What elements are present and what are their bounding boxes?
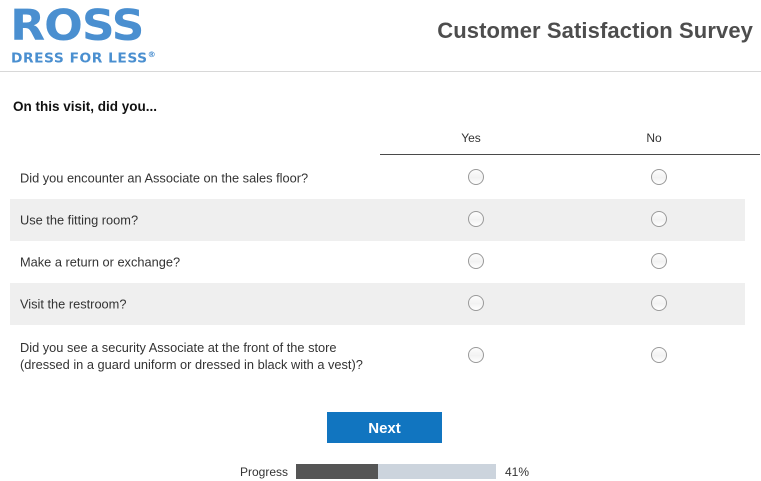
logo-tagline-text: DRESS FOR LESS bbox=[11, 50, 148, 67]
question-rows: Did you encounter an Associate on the sa… bbox=[0, 157, 761, 387]
registered-mark-icon: ® bbox=[147, 50, 157, 59]
radio-no-q5[interactable] bbox=[651, 347, 667, 363]
question-text: Make a return or exchange? bbox=[20, 254, 181, 270]
progress-percent: 41% bbox=[505, 464, 530, 479]
question-text: Did you encounter an Associate on the sa… bbox=[20, 170, 309, 186]
radio-cell-no[interactable] bbox=[644, 211, 674, 229]
radio-yes-q5[interactable] bbox=[468, 347, 484, 363]
column-header-no: No bbox=[646, 131, 662, 145]
radio-no-q4[interactable] bbox=[651, 295, 667, 311]
progress-bar bbox=[296, 464, 496, 479]
radio-cell-yes[interactable] bbox=[461, 253, 491, 271]
column-header-row: Yes No bbox=[0, 131, 761, 155]
next-button-container: Next bbox=[0, 412, 761, 443]
table-row: Did you see a security Associate at the … bbox=[10, 325, 745, 387]
radio-yes-q3[interactable] bbox=[468, 253, 484, 269]
question-text: Did you see a security Associate at the … bbox=[20, 340, 363, 372]
radio-yes-q4[interactable] bbox=[468, 295, 484, 311]
radio-cell-yes[interactable] bbox=[461, 347, 491, 365]
radio-cell-yes[interactable] bbox=[461, 169, 491, 187]
radio-no-q1[interactable] bbox=[651, 169, 667, 185]
radio-cell-no[interactable] bbox=[644, 169, 674, 187]
radio-cell-no[interactable] bbox=[644, 253, 674, 271]
radio-cell-no[interactable] bbox=[644, 295, 674, 313]
column-header-yes: Yes bbox=[461, 131, 481, 145]
question-text: Use the fitting room? bbox=[20, 212, 139, 228]
table-row: Visit the restroom? bbox=[10, 283, 745, 325]
radio-cell-yes[interactable] bbox=[461, 295, 491, 313]
logo-wordmark: ROSS bbox=[10, 1, 144, 51]
radio-cell-no[interactable] bbox=[644, 347, 674, 365]
page-header: ROSS DRESS FOR LESS® Customer Satisfacti… bbox=[0, 0, 761, 72]
column-header-rule bbox=[380, 154, 760, 155]
progress-container: Progress 41% bbox=[0, 464, 761, 479]
next-button[interactable]: Next bbox=[327, 412, 442, 443]
logo-tagline: DRESS FOR LESS® bbox=[8, 46, 171, 67]
ross-logo: ROSS DRESS FOR LESS® bbox=[8, 5, 171, 67]
table-row: Make a return or exchange? bbox=[10, 241, 745, 283]
section-heading: On this visit, did you... bbox=[13, 99, 158, 114]
radio-no-q3[interactable] bbox=[651, 253, 667, 269]
radio-yes-q2[interactable] bbox=[468, 211, 484, 227]
radio-yes-q1[interactable] bbox=[468, 169, 484, 185]
table-row: Did you encounter an Associate on the sa… bbox=[10, 157, 745, 199]
question-text: Visit the restroom? bbox=[20, 296, 127, 312]
page-title: Customer Satisfaction Survey bbox=[437, 18, 753, 43]
table-row: Use the fitting room? bbox=[10, 199, 745, 241]
progress-label: Progress bbox=[239, 464, 288, 479]
radio-cell-yes[interactable] bbox=[461, 211, 491, 229]
radio-no-q2[interactable] bbox=[651, 211, 667, 227]
progress-bar-fill bbox=[296, 464, 378, 479]
survey-grid: Yes No Did you encounter an Associate on… bbox=[0, 131, 761, 387]
